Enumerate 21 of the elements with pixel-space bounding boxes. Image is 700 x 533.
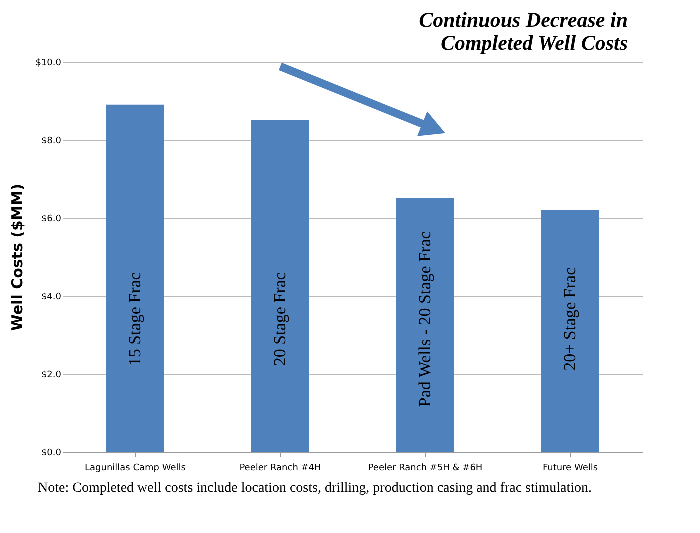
y-tick-label: $0.0 (41, 448, 62, 458)
y-tick-label: $2.0 (41, 370, 62, 380)
y-axis-title: Well Costs ($MM) (8, 184, 27, 332)
x-tick-label: Peeler Ranch #5H & #6H (368, 464, 483, 474)
x-tick-label: Lagunillas Camp Wells (85, 464, 186, 474)
y-tick-label: $8.0 (41, 136, 62, 146)
y-tick-label: $10.0 (36, 58, 62, 68)
annotation: 20+ Stage Frac (560, 267, 580, 371)
bar (106, 104, 164, 452)
text: Note: Completed well costs include location costs, drilling, production casing and frac stimulation. (38, 481, 592, 496)
y-tick-label: $4.0 (41, 292, 62, 302)
x-tick-label: Future Wells (542, 464, 598, 474)
annotation: Pad Wells - 20 Stage Frac (416, 231, 434, 408)
annotation: 15 Stage Frac (126, 272, 144, 366)
bar (542, 210, 600, 452)
text: Completed Well Costs (440, 31, 628, 55)
x-tick-label: Peeler Ranch #4H (240, 464, 322, 474)
y-tick-label: $6.0 (41, 214, 62, 224)
annotation: 20 Stage Frac (270, 272, 290, 366)
text: Continuous Decrease in (419, 8, 628, 32)
bar (396, 198, 454, 452)
